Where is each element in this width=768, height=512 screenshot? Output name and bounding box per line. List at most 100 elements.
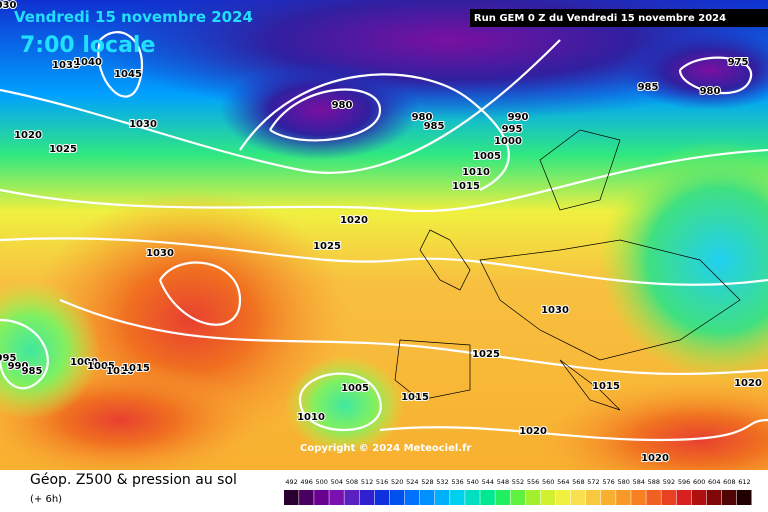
scale-label: 508 [346, 478, 358, 486]
scale-label: 552 [512, 478, 524, 486]
isobar-label: 990 [8, 361, 29, 372]
isobar-label: 1015 [592, 381, 620, 392]
scale-cell [329, 490, 344, 505]
scale-label: 528 [421, 478, 433, 486]
scale-cell [299, 490, 314, 505]
scale-label: 596 [678, 478, 690, 486]
isobar-label: 1005 [87, 361, 115, 372]
scale-label: 504 [331, 478, 343, 486]
scale-label: 604 [708, 478, 720, 486]
scale-cell [495, 490, 510, 505]
scale-label: 520 [391, 478, 403, 486]
map-background [0, 0, 768, 500]
scale-label: 556 [527, 478, 539, 486]
isobar-label: 1015 [122, 363, 150, 374]
scale-cell [585, 490, 601, 505]
isobar-label: 1000 [70, 357, 98, 368]
isobar-label: 985 [424, 121, 445, 132]
isobar-label: 030 [0, 0, 16, 11]
scale-label: 524 [406, 478, 418, 486]
scale-cell [676, 490, 692, 505]
coastlines [394, 129, 741, 411]
scale-label: 544 [482, 478, 494, 486]
copyright: Copyright © 2024 Meteociel.fr [300, 443, 471, 454]
isobar-label: 1010 [297, 412, 325, 423]
isobar-label: 1030 [129, 119, 157, 130]
isobar-label: 980 [332, 100, 353, 111]
isobar-label: 995 [502, 124, 523, 135]
footer-title: Géop. Z500 & pression au sol [30, 472, 237, 488]
isobar-label: 1020 [519, 426, 547, 437]
scale-cell [434, 490, 450, 505]
scale-cell [404, 490, 420, 505]
isobar-label: 1000 [494, 136, 522, 147]
scale-label: 532 [436, 478, 448, 486]
isobar-label: 1010 [462, 167, 490, 178]
isobar-label: 1025 [313, 241, 341, 252]
scale-label: 588 [648, 478, 660, 486]
scale-label: 592 [663, 478, 675, 486]
isobar-label: 1005 [473, 151, 501, 162]
scale-cell [601, 490, 616, 505]
isobars [0, 31, 768, 442]
scale-cell [706, 490, 722, 505]
scale-label: 492 [285, 478, 297, 486]
scale-label: 600 [693, 478, 705, 486]
scale-cell [510, 490, 526, 505]
scale-label: 516 [376, 478, 388, 486]
scale-label: 580 [617, 478, 629, 486]
scale-label: 576 [602, 478, 614, 486]
scale-label: 500 [316, 478, 328, 486]
scale-cell [721, 490, 737, 505]
isobar-label: 990 [508, 112, 529, 123]
scale-label: 536 [451, 478, 463, 486]
scale-label: 560 [542, 478, 554, 486]
isobar-label: 980 [700, 86, 721, 97]
scale-cell [570, 490, 586, 505]
scale-label: 540 [466, 478, 478, 486]
scale-cell [480, 490, 495, 505]
scale-label: 496 [300, 478, 312, 486]
scale-label: 548 [497, 478, 509, 486]
isobar-label: 1020 [734, 378, 762, 389]
scale-label: 512 [361, 478, 373, 486]
scale-label: 612 [738, 478, 750, 486]
scale-cell [736, 490, 752, 505]
footer-lead: (+ 6h) [30, 494, 62, 505]
scale-cell [525, 490, 541, 505]
isobar-label: 985 [22, 366, 43, 377]
scale-cell [691, 490, 707, 505]
date: Vendredi 15 novembre 2024 [14, 8, 253, 26]
scale-cell [661, 490, 677, 505]
isobar-label: 1045 [114, 69, 142, 80]
scale-cell [450, 490, 465, 505]
scale-cell [540, 490, 556, 505]
isobar-label: 985 [638, 82, 659, 93]
scale-cell [465, 490, 480, 505]
scale-cell [344, 490, 359, 505]
scale-cell [419, 490, 435, 505]
scale-label: 584 [633, 478, 645, 486]
scale-cell [284, 490, 299, 505]
isobar-label: 1005 [341, 383, 369, 394]
isobar-label: 1015 [401, 392, 429, 403]
isobar-label: 1025 [472, 349, 500, 360]
scale-cell [555, 490, 571, 505]
scale-label: 568 [572, 478, 584, 486]
scale-cell [646, 490, 661, 505]
time: 7:00 locale [20, 33, 155, 58]
scale-cell [389, 490, 405, 505]
isobar-label: 1015 [452, 181, 480, 192]
run-info: Run GEM 0 Z du Vendredi 15 novembre 2024 [474, 13, 726, 24]
isobar-label: 980 [412, 112, 433, 123]
run-banner [470, 9, 768, 27]
scale-label: 572 [587, 478, 599, 486]
isobar-label: 1010 [106, 366, 134, 377]
isobar-label: 1040 [74, 57, 102, 68]
scale-label: 564 [557, 478, 569, 486]
scale-cell [616, 490, 631, 505]
isobar-label: 1030 [541, 305, 569, 316]
scale-cell [631, 490, 646, 505]
